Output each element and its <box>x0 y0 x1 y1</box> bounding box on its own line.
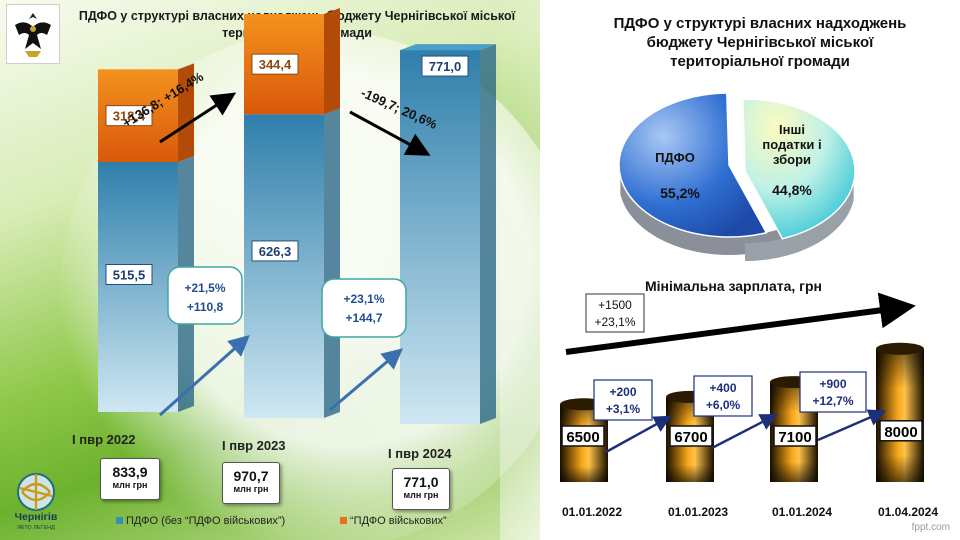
total-box-2023: 970,7 млн грн <box>222 462 280 504</box>
pdfo-bar-segment-2 <box>244 114 324 418</box>
total-box-2022: 833,9 млн грн <box>100 458 160 500</box>
svg-text:626,3: 626,3 <box>259 244 292 259</box>
legend-swatch-military <box>340 517 347 524</box>
period-label-2023: І пвр 2023 <box>222 438 286 453</box>
svg-text:ЯКТО ЛЕГЕНД: ЯКТО ЛЕГЕНД <box>17 525 55 531</box>
city-logo: Чернігів ЯКТО ЛЕГЕНД <box>6 470 66 532</box>
period-label-2022: І пвр 2022 <box>72 432 136 447</box>
svg-text:515,5: 515,5 <box>113 267 146 282</box>
pdfo-bar-1: 318,4 515,5 <box>98 63 194 413</box>
legend-swatch-pdfo <box>116 517 123 524</box>
pdfo-value-label-2: 626,3 <box>251 240 299 262</box>
svg-text:+144,7: +144,7 <box>345 311 382 325</box>
military-value-label-2: 344,4 <box>251 53 299 75</box>
city-crest-icon <box>6 4 60 64</box>
svg-text:Чернігів: Чернігів <box>15 511 58 523</box>
svg-text:344,4: 344,4 <box>259 57 292 72</box>
svg-text:+23,1%: +23,1% <box>343 292 384 306</box>
min-wage-title: Мінімальна зарплата, грн <box>645 278 822 294</box>
legend-label-pdfo: ПДФО (без “ПДФО військових”) <box>126 515 286 527</box>
legend-label-military: “ПДФО військових” <box>350 515 447 527</box>
pdfo-bar-3: 771,0 <box>400 44 496 424</box>
svg-text:+110,8: +110,8 <box>187 300 224 314</box>
watermark-text: fppt.com <box>911 522 950 533</box>
svg-text:+21,5%: +21,5% <box>184 281 225 295</box>
total-change-arrow-2 <box>349 110 431 156</box>
pdfo-value-label-1: 515,5 <box>105 263 153 285</box>
legend-item-pdfo: ПДФО (без “ПДФО військових”) <box>116 515 285 527</box>
military-value-label-1: 318,4 <box>105 105 153 127</box>
pdfo-bar-segment-1 <box>98 161 178 412</box>
svg-text:771,0: 771,0 <box>429 59 462 74</box>
pdfo-change-arrow-1 <box>159 335 250 417</box>
svg-text:318,4: 318,4 <box>113 109 146 124</box>
pdfo-change-arrow-2 <box>329 348 404 412</box>
pdfo-change-box-2: +23,1% +144,7 <box>321 278 407 338</box>
legend-item-military: “ПДФО військових” <box>340 515 447 527</box>
pdfo-change-box-1: +21,5% +110,8 <box>167 266 243 325</box>
pdfo-bar-2: 344,4 626,3 <box>244 8 340 418</box>
total-change-arrow-1 <box>159 92 237 144</box>
pdfo-bar-segment-3 <box>400 50 480 424</box>
pdfo-value-label-3: 771,0 <box>421 55 469 77</box>
period-label-2024: І пвр 2024 <box>388 446 452 461</box>
pie-chart-title: ПДФО у структурі власних надходжень бюдж… <box>613 15 907 70</box>
total-box-2024: 771,0 млн грн <box>392 468 450 510</box>
